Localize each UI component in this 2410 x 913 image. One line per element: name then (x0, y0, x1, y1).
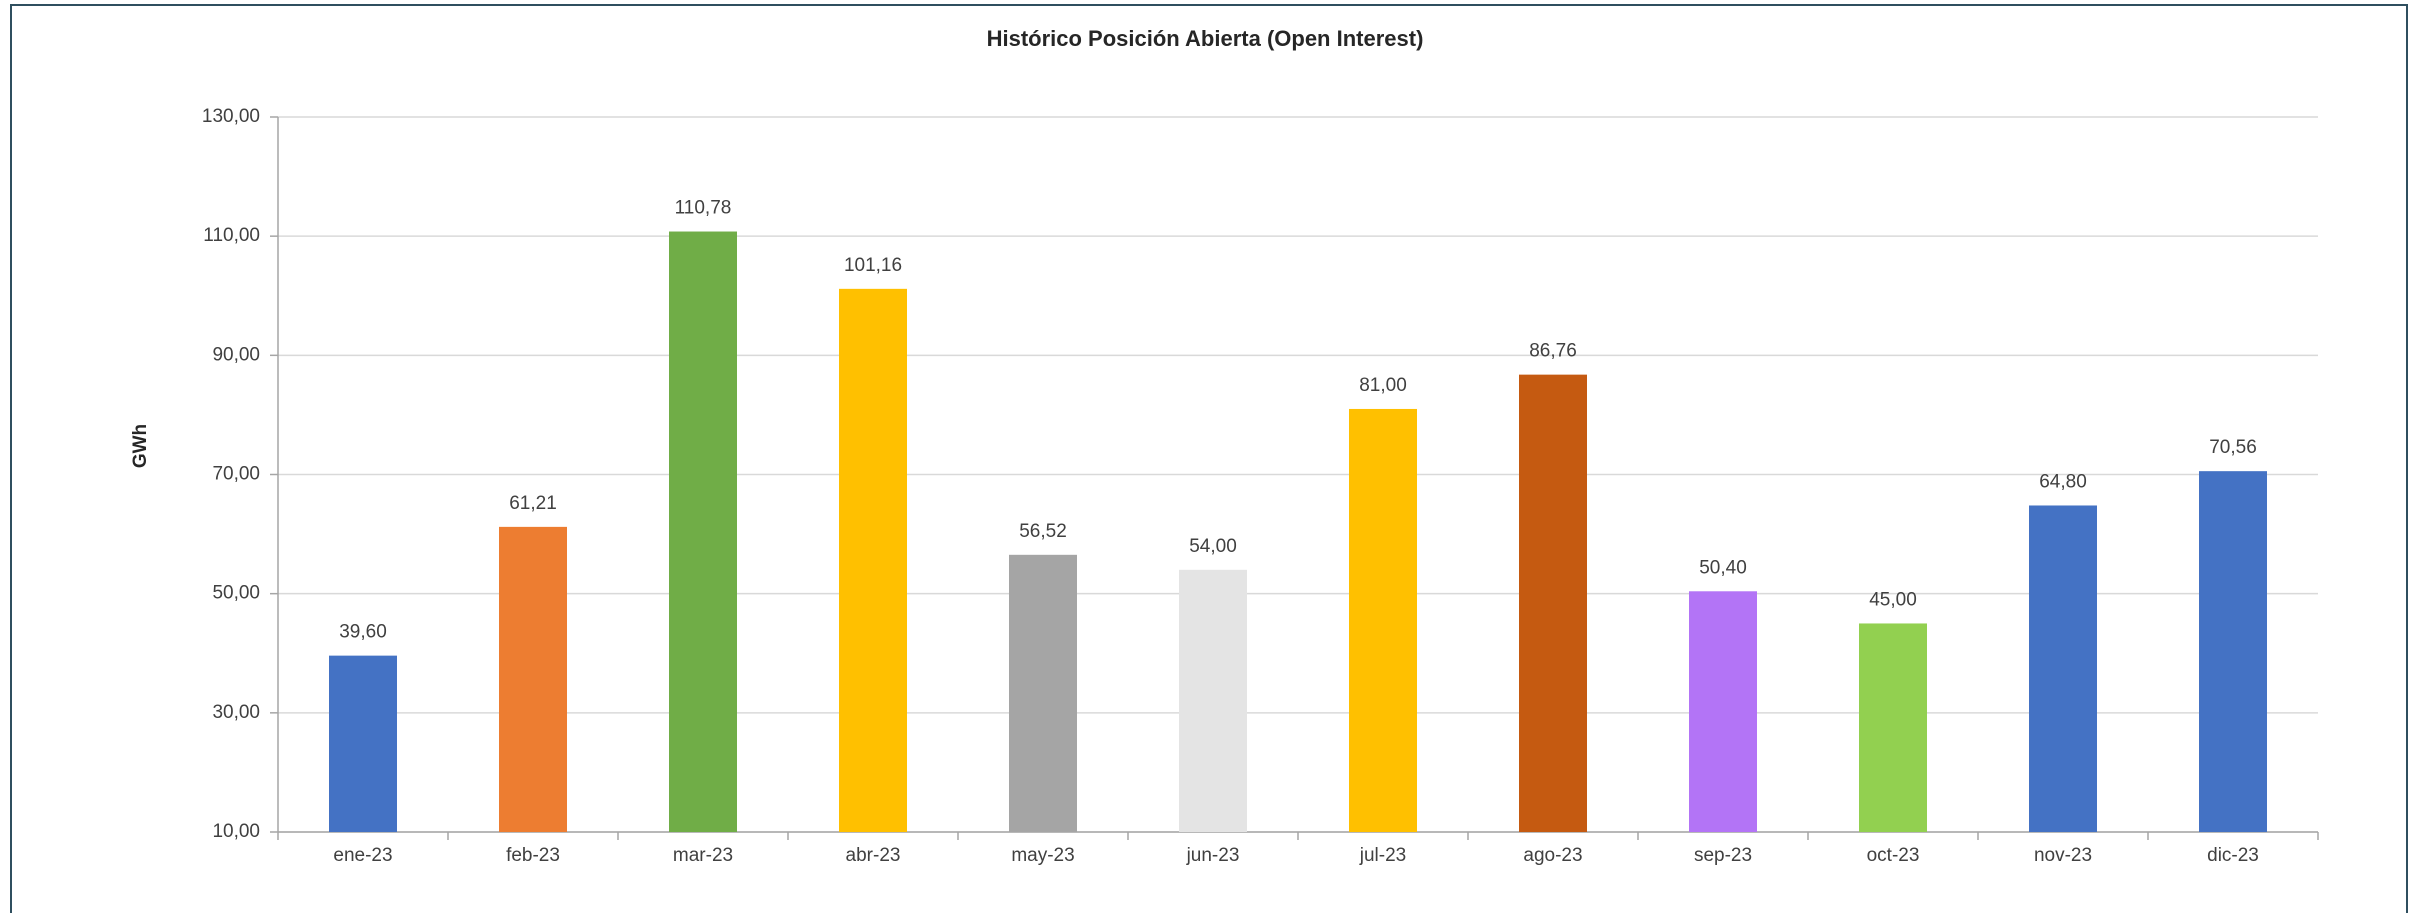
data-label: 45,00 (1869, 589, 1917, 610)
x-tick-label: ago-23 (1523, 845, 1582, 866)
x-tick-label: abr-23 (846, 845, 901, 866)
data-label: 56,52 (1019, 521, 1067, 542)
x-tick-label: ene-23 (333, 845, 392, 866)
y-tick-label: 50,00 (212, 583, 260, 604)
bar (1859, 623, 1927, 832)
x-tick-label: oct-23 (1867, 845, 1920, 866)
x-tick-label: nov-23 (2034, 845, 2092, 866)
data-label: 50,40 (1699, 557, 1747, 578)
bar (499, 526, 567, 832)
y-tick-label: 90,00 (212, 344, 260, 365)
bar (2029, 505, 2097, 832)
y-tick-label: 70,00 (212, 464, 260, 485)
x-tick-label: feb-23 (506, 845, 560, 866)
bar (1519, 374, 1587, 832)
data-label: 64,80 (2039, 471, 2087, 492)
data-label: 81,00 (1359, 375, 1407, 396)
chart-title: Histórico Posición Abierta (Open Interes… (987, 26, 1424, 51)
data-label: 70,56 (2209, 437, 2257, 458)
y-axis-label: GWh (130, 424, 151, 468)
bar (1689, 591, 1757, 832)
bar (1179, 569, 1247, 832)
data-label: 101,16 (844, 255, 902, 276)
bar (1009, 554, 1077, 832)
x-tick-label: mar-23 (673, 845, 733, 866)
x-tick-label: jul-23 (1359, 845, 1406, 866)
x-tick-label: jun-23 (1186, 845, 1240, 866)
bar (329, 655, 397, 832)
data-label: 86,76 (1529, 341, 1577, 362)
y-tick-label: 110,00 (203, 225, 260, 246)
bar (2199, 471, 2267, 832)
y-tick-label: 30,00 (212, 702, 260, 723)
data-label: 61,21 (509, 493, 557, 514)
data-label: 110,78 (675, 198, 732, 219)
bar (669, 231, 737, 832)
bar (839, 288, 907, 832)
y-tick-label: 10,00 (212, 821, 260, 842)
x-tick-label: dic-23 (2207, 845, 2259, 866)
data-label: 39,60 (339, 622, 387, 643)
y-tick-label: 130,00 (202, 106, 260, 127)
bar (1349, 408, 1417, 832)
x-tick-label: sep-23 (1694, 845, 1752, 866)
x-tick-label: may-23 (1011, 845, 1074, 866)
data-label: 54,00 (1189, 536, 1237, 557)
